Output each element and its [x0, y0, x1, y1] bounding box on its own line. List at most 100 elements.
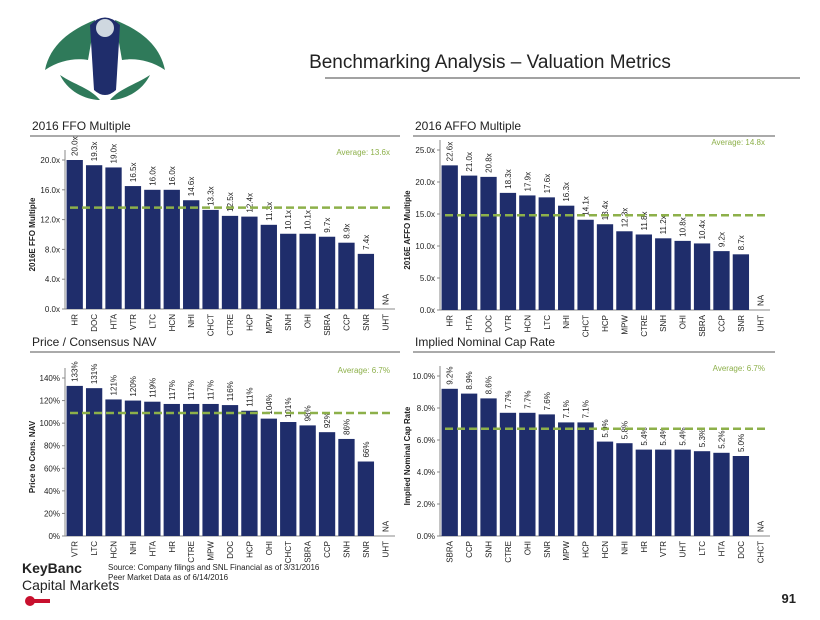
bar — [163, 189, 180, 309]
bar — [202, 403, 219, 536]
y-axis-label: 2016E FFO Multiple — [28, 197, 37, 271]
bar — [66, 160, 83, 309]
x-tick-label: DOC — [90, 314, 99, 332]
x-tick-label: LTC — [148, 314, 157, 329]
y-tick-label: 8.0% — [417, 404, 435, 413]
x-tick-label: HCN — [601, 541, 610, 559]
chart-title: Implied Nominal Cap Rate — [415, 335, 555, 349]
x-tick-label: CCP — [465, 541, 474, 558]
x-tick-label: CTRE — [504, 541, 513, 563]
x-tick-label: HCP — [245, 541, 254, 558]
bar — [732, 254, 750, 310]
source-note: Source: Company filings and SNL Financia… — [108, 563, 320, 572]
x-tick-label: SNH — [342, 541, 351, 558]
value-label: 17.9x — [523, 172, 532, 192]
y-tick-label: 80% — [44, 442, 60, 451]
x-tick-label: SNH — [485, 541, 494, 558]
value-label: 16.0x — [148, 166, 157, 186]
x-tick-label: HTA — [148, 540, 157, 556]
value-label: 117% — [207, 380, 216, 400]
value-label: 131% — [90, 364, 99, 384]
bar — [635, 449, 652, 536]
value-label: 12.3x — [620, 208, 629, 228]
value-label: 5.4% — [679, 427, 688, 445]
bar — [260, 224, 277, 309]
x-tick-label: SBRA — [698, 314, 707, 336]
y-tick-label: 40% — [44, 487, 60, 496]
x-tick-label: CCP — [342, 314, 351, 331]
page-number: 91 — [782, 591, 796, 606]
x-tick-label: CHCT — [756, 541, 765, 563]
bar — [616, 443, 633, 536]
value-label: 17.6x — [543, 174, 552, 194]
bar — [519, 195, 536, 310]
bar — [538, 414, 555, 536]
bar — [655, 449, 672, 536]
value-label: 116% — [226, 381, 235, 401]
bar — [357, 461, 375, 536]
bar — [480, 176, 497, 310]
bar — [460, 175, 478, 310]
value-label: 117% — [168, 380, 177, 400]
x-tick-label: DOC — [485, 315, 494, 333]
slide-title: Benchmarking Analysis – Valuation Metric… — [309, 52, 671, 73]
bar — [460, 393, 478, 536]
value-label: 10.4x — [698, 220, 707, 240]
x-tick-label: HR — [640, 541, 649, 553]
bar — [674, 449, 691, 536]
x-tick-label: HCP — [601, 315, 610, 332]
x-tick-label: OHI — [679, 315, 688, 329]
x-tick-label: HR — [168, 541, 177, 553]
bar — [558, 422, 575, 536]
x-tick-label: HTA — [110, 313, 119, 329]
value-label: 5.8% — [620, 421, 629, 439]
x-tick-label: CCP — [717, 315, 726, 332]
bar — [655, 238, 672, 310]
x-tick-label: CCP — [323, 541, 332, 558]
value-label: 5.4% — [640, 427, 649, 445]
average-label: Average: 6.7% — [713, 364, 765, 373]
y-tick-label: 4.0x — [45, 275, 60, 284]
x-tick-label: CTRE — [187, 541, 196, 563]
value-label: 5.4% — [659, 427, 668, 445]
value-label: 119% — [148, 378, 157, 398]
bar — [144, 401, 161, 536]
x-tick-label: LTC — [90, 541, 99, 556]
y-tick-label: 120% — [40, 397, 60, 406]
value-label: 16.0x — [168, 166, 177, 186]
y-tick-label: 20.0x — [415, 178, 435, 187]
y-tick-label: 0.0% — [417, 532, 435, 541]
value-label: 12.4x — [245, 193, 254, 213]
bar — [202, 209, 219, 309]
value-label: 22.6x — [446, 142, 455, 162]
bar — [318, 432, 336, 536]
bar — [163, 403, 180, 536]
average-label: Average: 6.7% — [338, 366, 390, 375]
value-label: 7.7% — [523, 391, 532, 409]
x-tick-label: HCN — [110, 541, 119, 559]
value-label: 7.6% — [543, 392, 552, 410]
x-tick-label: OHI — [523, 541, 532, 555]
x-tick-label: SNR — [362, 314, 371, 331]
value-label: 66% — [362, 441, 371, 457]
x-tick-label: HCP — [582, 541, 591, 558]
bar — [713, 251, 730, 310]
bar — [519, 412, 536, 536]
market-note: Peer Market Data as of 6/14/2016 — [108, 573, 229, 582]
value-label: NA — [381, 293, 390, 305]
x-tick-label: LTC — [698, 541, 707, 556]
value-label: 19.0x — [110, 144, 119, 164]
bar — [732, 456, 750, 536]
bar — [85, 165, 103, 309]
y-tick-label: 100% — [40, 419, 60, 428]
value-label: 8.9% — [465, 371, 474, 389]
value-label: NA — [381, 520, 390, 532]
bar — [693, 451, 711, 536]
x-tick-label: HR — [446, 315, 455, 327]
y-tick-label: 10.0% — [412, 372, 435, 381]
bar — [183, 200, 200, 309]
value-label: 101% — [284, 398, 293, 418]
value-label: 5.0% — [737, 434, 746, 452]
value-label: 16.5x — [129, 162, 138, 182]
bar — [635, 234, 652, 310]
